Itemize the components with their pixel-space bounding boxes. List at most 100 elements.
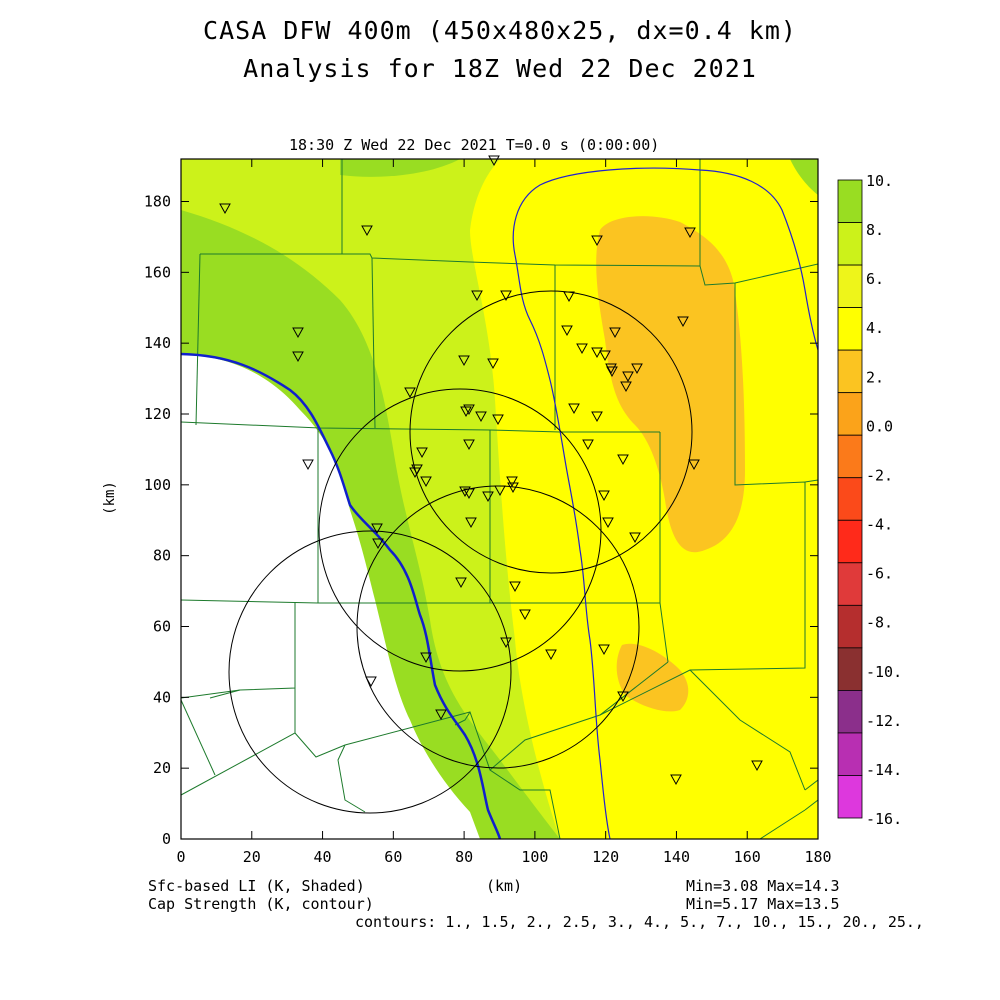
station-marker-icon [617, 691, 629, 703]
y-tick-label: 40 [153, 688, 171, 706]
station-marker-icon [599, 350, 611, 362]
station-marker-icon [365, 676, 377, 688]
station-marker-icon [591, 235, 603, 247]
station-marker-icon [688, 459, 700, 471]
shaded-min-max: Min=3.08 Max=14.3 [686, 877, 840, 895]
cap-strength-contours [512, 167, 818, 839]
x-tick-label: 140 [663, 848, 690, 866]
station-marker-icon [507, 482, 519, 494]
y-tick-label: 20 [153, 759, 171, 777]
map-subtitle: Analysis for 18Z Wed 22 Dec 2021 [243, 54, 757, 83]
plot-frame [180, 158, 819, 840]
station-marker-icon [292, 327, 304, 339]
colorbar-label: -6. [866, 565, 893, 583]
colorbar-swatch [837, 775, 863, 819]
colorbar-swatch [837, 349, 863, 394]
shaded-field [181, 159, 818, 839]
station-marker-icon [545, 649, 557, 661]
y-tick-label: 60 [153, 618, 171, 636]
y-tick-label: 0 [162, 830, 171, 848]
colorbar-swatch [837, 392, 863, 436]
station-marker-icon [617, 454, 629, 466]
station-marker-icon [631, 363, 643, 375]
colorbar-swatch [837, 264, 863, 309]
station-marker-icon [606, 366, 618, 378]
colorbar-swatch [837, 307, 863, 351]
station-marker-icon [576, 343, 588, 355]
station-marker-icon [609, 327, 621, 339]
y-tick-label: 160 [144, 263, 171, 281]
x-tick-label: 100 [521, 848, 548, 866]
station-marker-icon [463, 488, 475, 500]
colorbar-label: -2. [866, 466, 893, 484]
station-marker-icon [302, 459, 314, 471]
station-marker-icon [591, 411, 603, 423]
station-marker-icon [463, 404, 475, 416]
colorbar-swatch [837, 647, 863, 691]
x-tick-label: 60 [384, 848, 402, 866]
station-marker-icon [435, 709, 447, 721]
shaded-field-label: Sfc-based LI (K, Shaded) [148, 877, 365, 895]
y-tick-label: 80 [153, 547, 171, 565]
y-axis-label: (km) [102, 481, 118, 515]
y-tick-label: 180 [144, 193, 171, 211]
station-marker-icon [598, 644, 610, 656]
river-line [181, 352, 502, 839]
colorbar-label: 0.0 [866, 417, 893, 435]
station-marker-icon [751, 760, 763, 772]
station-marker-icon [622, 371, 634, 383]
station-marker-icon [494, 485, 506, 497]
station-marker-icon [488, 155, 500, 167]
station-marker-icon [463, 439, 475, 451]
station-marker-icon [629, 532, 641, 544]
station-marker-icon [519, 609, 531, 621]
station-marker-icon [455, 577, 467, 589]
station-marker-icon [371, 523, 383, 535]
colorbar-swatch [837, 179, 863, 223]
colorbar-label: 2. [866, 368, 884, 386]
station-marker-icon [420, 476, 432, 488]
x-tick-label: 20 [243, 848, 261, 866]
station-marker-icon [598, 490, 610, 502]
station-marker-icon [561, 325, 573, 337]
x-tick-label: 160 [734, 848, 761, 866]
station-marker-icon [500, 637, 512, 649]
station-marker-icon [506, 476, 518, 488]
station-marker-icon [292, 351, 304, 363]
station-marker-icon [475, 411, 487, 423]
station-marker-icon [482, 491, 494, 503]
station-marker-icon [420, 652, 432, 664]
contour-levels: contours: 1., 1.5, 2., 2.5, 3., 4., 5., … [355, 913, 924, 931]
station-marker-icon [500, 290, 512, 302]
x-tick-label: 180 [804, 848, 831, 866]
station-marker-icon [605, 363, 617, 375]
contour-min-max: Min=5.17 Max=13.5 [686, 895, 840, 913]
station-marker-icon [563, 291, 575, 303]
station-marker-icon [409, 467, 421, 479]
station-marker-icon [459, 486, 471, 498]
colorbar-label: -12. [866, 712, 902, 730]
station-marker-icon [372, 538, 384, 550]
y-tick-label: 100 [144, 476, 171, 494]
colorbar-swatch [837, 519, 863, 564]
x-axis-label: (km) [486, 877, 523, 895]
station-marker-icon [404, 387, 416, 399]
station-marker-icon [458, 355, 470, 367]
station-marker-icon [591, 347, 603, 359]
station-marker-icon [219, 203, 231, 215]
colorbar: 10. 8. 6. 4. 2. 0.0 -2. -4. -6. -8. -10. -12. -14. -1… [837, 172, 902, 828]
colorbar-swatch [837, 562, 863, 606]
station-marker-icon [361, 225, 373, 237]
y-axis: 0 20 40 60 80 100 120 140 160 180 [144, 193, 818, 848]
valid-time-label: 18:30 Z Wed 22 Dec 2021 T=0.0 s (0:00:00… [289, 136, 660, 154]
station-marker-icon [487, 358, 499, 370]
station-marker-icon [684, 227, 696, 239]
station-marker-icon [460, 406, 472, 418]
colorbar-label: -4. [866, 516, 893, 534]
y-tick-label: 140 [144, 334, 171, 352]
y-tick-label: 120 [144, 405, 171, 423]
x-tick-label: 120 [592, 848, 619, 866]
station-marker-icon [677, 316, 689, 328]
colorbar-label: 8. [866, 221, 884, 239]
